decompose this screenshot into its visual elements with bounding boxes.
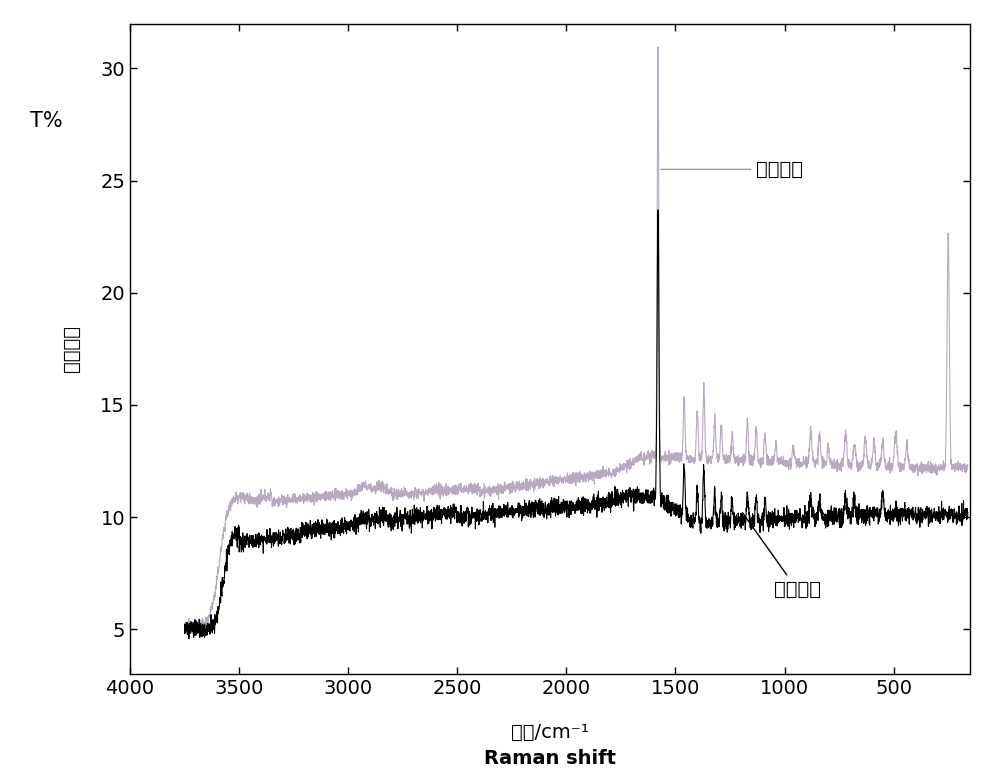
Text: 天然靖蓝: 天然靖蓝 bbox=[743, 513, 821, 599]
Text: 合成靖蓝: 合成靖蓝 bbox=[661, 160, 803, 179]
Text: 信号强度: 信号强度 bbox=[62, 325, 81, 372]
Text: T%: T% bbox=[30, 111, 62, 131]
Text: Raman shift: Raman shift bbox=[484, 750, 616, 768]
Text: 波数/cm⁻¹: 波数/cm⁻¹ bbox=[511, 724, 589, 742]
